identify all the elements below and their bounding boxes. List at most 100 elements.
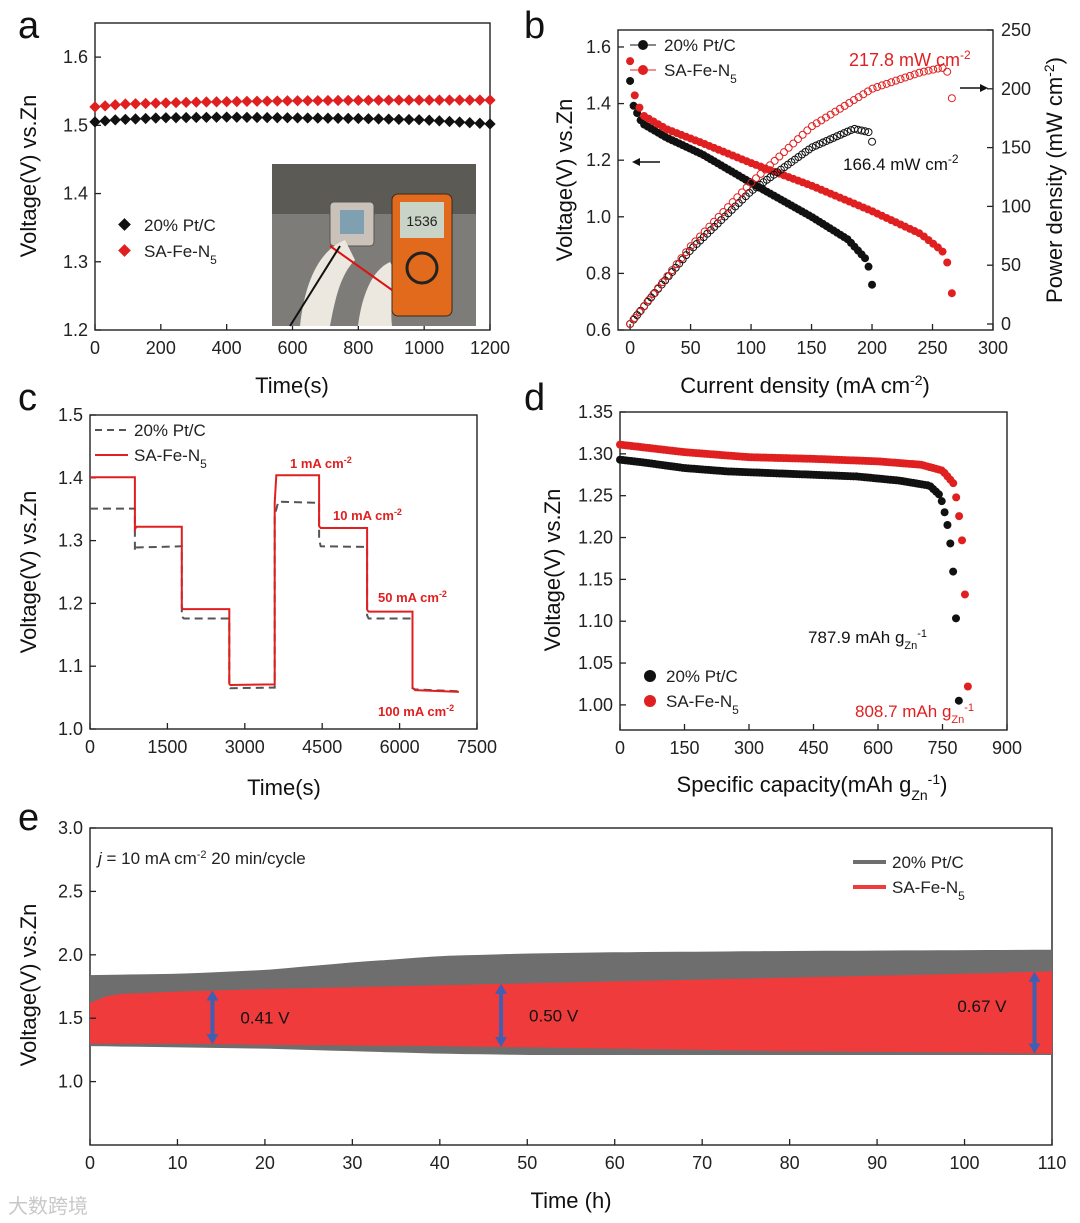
e-xtick-label-10: 100 — [950, 1153, 980, 1173]
y-ticks-e: 1.0 1.5 2.0 2.5 3.0 — [58, 818, 96, 1092]
legend-label-pt-b: 20% Pt/C — [664, 36, 736, 55]
condition-symbol: j — [96, 849, 103, 868]
step-labels-c: 1 mA cm-2 10 mA cm-2 50 mA cm-2 100 mA c… — [290, 455, 454, 719]
b-point-s3-12 — [682, 248, 691, 257]
e-ytick-label-3: 2.5 — [58, 881, 83, 901]
multimeter-reading: 1536 — [406, 213, 437, 229]
a-point-s1-16 — [251, 95, 263, 107]
d-point-s1-118 — [960, 590, 969, 599]
a-point-s0-36 — [453, 116, 466, 128]
b-point-s2-68 — [864, 128, 873, 137]
x-axis-label-c: Time(s) — [247, 775, 321, 800]
a-point-s1-29 — [383, 94, 395, 106]
d-point-s0-113 — [937, 497, 946, 506]
b-point-s3-37 — [798, 130, 807, 139]
d-ytick-label-1: 1.05 — [578, 653, 613, 673]
a-point-s0-14 — [231, 111, 243, 123]
e-ytick-label-1: 1.5 — [58, 1008, 83, 1028]
a-point-s1-3 — [119, 98, 132, 110]
a-point-s0-5 — [139, 112, 152, 125]
d-ytick-label-2: 1.10 — [578, 611, 613, 631]
b-point-s3-58 — [896, 75, 905, 84]
arrow-head-right — [980, 84, 988, 92]
b-point-s3-13 — [686, 242, 695, 251]
e-band-series-1 — [90, 971, 1052, 1054]
b-point-s3-25 — [742, 183, 751, 192]
b-point-s3-24 — [738, 188, 747, 197]
x-ticks-c: 0 1500 3000 4500 6000 7500 — [85, 723, 497, 757]
d-point-s0-116 — [946, 539, 955, 548]
b-xtick-label-5: 250 — [917, 338, 947, 358]
b-point-s1-68 — [943, 258, 952, 267]
legend-label-fe-d: SA-Fe-N5 — [666, 692, 739, 717]
a-point-s1-21 — [302, 95, 314, 107]
legend-marker-fe-d — [644, 695, 656, 707]
y-axis-label-a: Voltage(V) vs.Zn — [16, 95, 41, 258]
a-point-s0-8 — [170, 112, 182, 124]
a-point-s1-17 — [261, 95, 273, 107]
a-point-s1-0 — [89, 101, 101, 113]
e-xtick-label-1: 10 — [167, 1153, 187, 1173]
step-label-50: 50 mA cm-2 — [378, 589, 447, 605]
a-xtick-label-1: 200 — [146, 338, 176, 358]
legend-b: 20% Pt/C SA-Fe-N5 — [630, 36, 737, 86]
b-point-s1-2 — [635, 103, 644, 112]
a-point-s1-10 — [190, 96, 202, 108]
plot-frame-b — [617, 29, 994, 331]
b-point-s3-61 — [910, 70, 919, 79]
b-point-s1-67 — [938, 247, 947, 256]
a-xtick-label-0: 0 — [90, 338, 100, 358]
b-point-s3-28 — [756, 169, 765, 178]
d-xtick-label-4: 600 — [863, 738, 893, 758]
b-point-s2-69 — [868, 137, 877, 146]
b-point-s2-60 — [836, 130, 845, 139]
a-point-s1-5 — [139, 97, 152, 110]
b-point-s3-21 — [724, 203, 733, 212]
a-point-s1-38 — [474, 94, 486, 106]
d-xtick-label-6: 900 — [992, 738, 1022, 758]
legend-label-fe-b: SA-Fe-N5 — [664, 61, 737, 86]
y2-axis-label-b: Power density (mW cm-2) — [1041, 57, 1067, 303]
b-point-s3-55 — [882, 79, 891, 88]
a-point-s1-2 — [109, 99, 121, 111]
b-point-s3-54 — [877, 81, 886, 90]
b-xtick-label-1: 50 — [681, 338, 701, 358]
a-point-s1-9 — [180, 96, 192, 109]
legend-marker-pt-b — [638, 40, 648, 50]
a-ytick-label-1: 1.3 — [63, 252, 88, 272]
b-point-s3-18 — [710, 217, 719, 226]
b-point-s3-57 — [891, 76, 900, 85]
b-point-s2-61 — [839, 129, 848, 138]
c-series-line-1 — [90, 474, 459, 693]
legend-marker-pt-d — [644, 670, 656, 682]
b-point-s3-11 — [677, 254, 686, 263]
data-points-a — [89, 94, 496, 130]
b-point-s1-69 — [947, 289, 956, 298]
legend-label-fe-a: SA-Fe-N5 — [144, 242, 217, 267]
panel-label-d: d — [524, 377, 545, 419]
y2-ticks-b: 0 50 100 150 200 250 — [987, 20, 1031, 334]
a-ytick-label-2: 1.4 — [63, 184, 88, 204]
panel-a: a 1.21.31.41.51.6 0 200 400 600 800 1000 1200 … — [16, 5, 510, 398]
c-ytick-label-4: 1.4 — [58, 468, 83, 488]
a-point-s1-23 — [322, 94, 334, 107]
b-point-s3-10 — [672, 260, 681, 269]
a-point-s0-20 — [291, 112, 304, 124]
e-ytick-label-2: 2.0 — [58, 945, 83, 965]
a-point-s0-3 — [119, 113, 132, 126]
y-ticks-a: 1.2 1.3 1.4 1.5 1.6 — [63, 47, 101, 340]
e-gap-arrow-top-2 — [1028, 971, 1041, 982]
d-xtick-label-1: 150 — [669, 738, 699, 758]
legend-label-fe-c: SA-Fe-N5 — [134, 446, 207, 471]
b-point-s3-51 — [863, 87, 872, 96]
b-point-s3-4 — [644, 296, 653, 305]
a-point-s0-18 — [271, 112, 283, 124]
b-ytick-label-1: 0.8 — [586, 263, 611, 283]
watermark: 大数跨境 — [8, 1194, 88, 1218]
d-point-s0-118 — [951, 614, 960, 623]
a-point-s1-34 — [433, 94, 446, 106]
e-xtick-label-5: 50 — [517, 1153, 537, 1173]
a-xtick-label-6: 1200 — [470, 338, 510, 358]
x-ticks-a: 0 200 400 600 800 1000 1200 — [90, 324, 510, 358]
